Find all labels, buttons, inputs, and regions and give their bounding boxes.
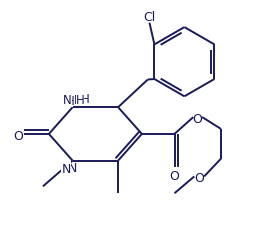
Text: H: H: [76, 94, 84, 107]
Text: N: N: [68, 161, 77, 174]
Text: N: N: [61, 162, 71, 175]
Text: Cl: Cl: [143, 11, 156, 24]
Text: O: O: [192, 113, 202, 126]
Text: N: N: [63, 94, 72, 107]
Text: O: O: [194, 172, 204, 185]
Text: H: H: [66, 95, 75, 108]
Text: H: H: [74, 94, 82, 107]
Text: O: O: [170, 170, 180, 183]
Text: H: H: [80, 93, 89, 106]
Text: O: O: [13, 130, 23, 142]
